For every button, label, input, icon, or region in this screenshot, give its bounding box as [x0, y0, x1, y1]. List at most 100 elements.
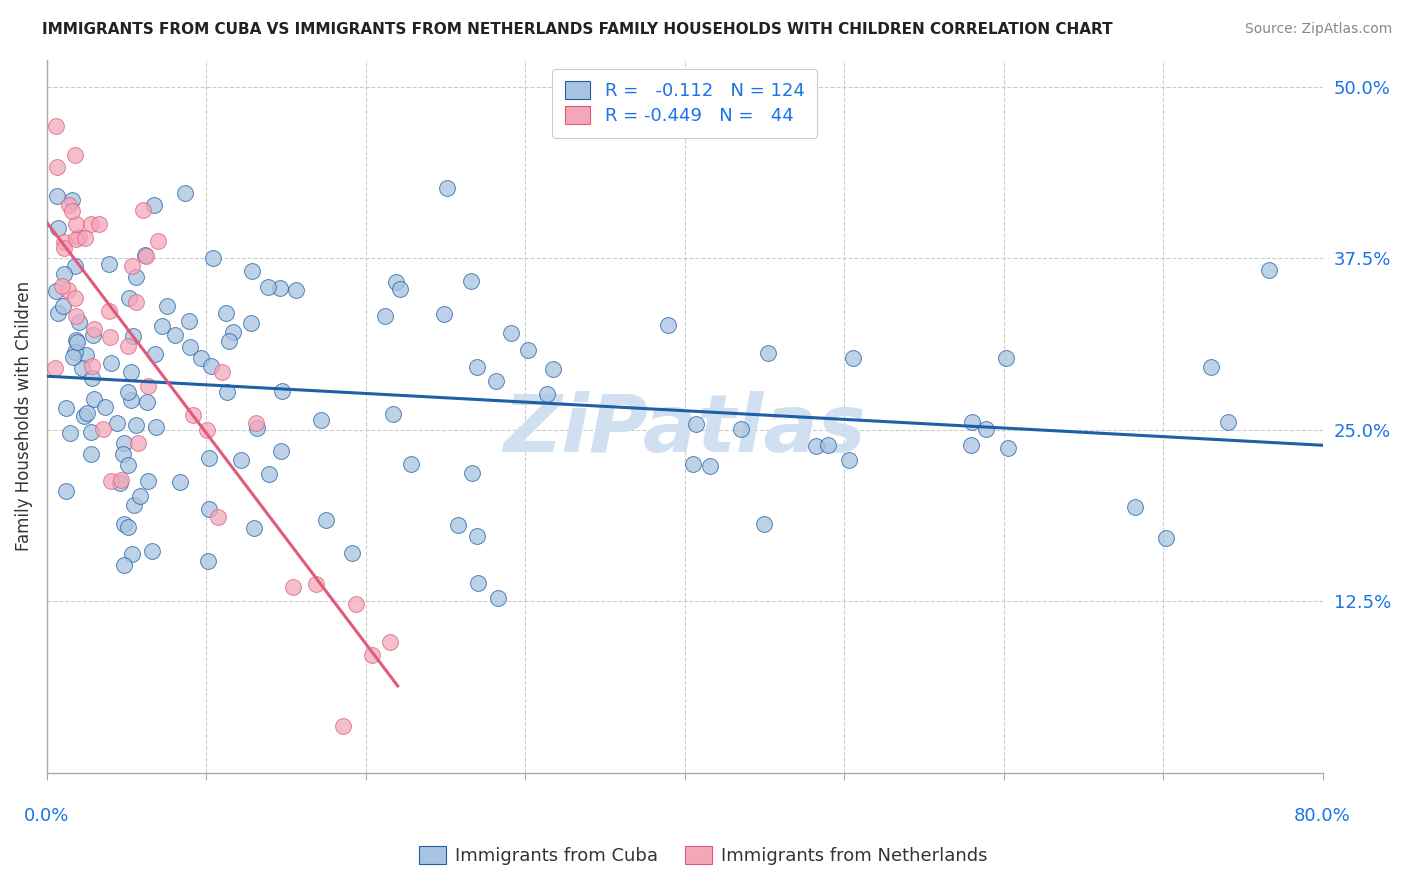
- Point: [122, 498, 145, 512]
- Point: [197, 554, 219, 568]
- Point: [145, 420, 167, 434]
- Point: [682, 457, 704, 471]
- Point: [63, 344, 86, 359]
- Point: [179, 340, 201, 354]
- Point: [361, 648, 384, 662]
- Point: [169, 475, 191, 489]
- Point: [117, 385, 139, 400]
- Point: [136, 395, 159, 409]
- Point: [1123, 500, 1146, 514]
- Point: [242, 521, 264, 535]
- Point: [76, 406, 98, 420]
- Point: [374, 310, 396, 324]
- Point: [754, 516, 776, 531]
- Text: 80.0%: 80.0%: [1294, 806, 1351, 825]
- Point: [75, 231, 97, 245]
- Point: [163, 328, 186, 343]
- Point: [105, 416, 128, 430]
- Point: [240, 263, 263, 277]
- Point: [284, 284, 307, 298]
- Point: [125, 417, 148, 432]
- Point: [65, 309, 87, 323]
- Point: [332, 719, 354, 733]
- Point: [110, 473, 132, 487]
- Point: [91, 422, 114, 436]
- Point: [962, 415, 984, 429]
- Point: [271, 384, 294, 399]
- Point: [960, 438, 983, 452]
- Point: [215, 306, 238, 320]
- Point: [117, 339, 139, 353]
- Point: [121, 259, 143, 273]
- Point: [121, 329, 143, 343]
- Point: [995, 351, 1018, 366]
- Point: [44, 360, 66, 375]
- Point: [467, 575, 489, 590]
- Point: [65, 333, 87, 347]
- Point: [499, 326, 522, 341]
- Point: [80, 217, 103, 231]
- Point: [98, 304, 121, 318]
- Point: [132, 202, 155, 217]
- Point: [305, 577, 328, 591]
- Point: [45, 285, 67, 299]
- Point: [73, 409, 96, 423]
- Point: [65, 217, 87, 231]
- Point: [181, 408, 204, 422]
- Point: [388, 282, 411, 296]
- Point: [257, 279, 280, 293]
- Point: [997, 442, 1019, 456]
- Point: [461, 467, 484, 481]
- Point: [239, 316, 262, 330]
- Point: [269, 281, 291, 295]
- Point: [120, 393, 142, 408]
- Point: [804, 439, 827, 453]
- Point: [756, 346, 779, 360]
- Point: [198, 501, 221, 516]
- Point: [62, 350, 84, 364]
- Point: [100, 474, 122, 488]
- Point: [112, 436, 135, 450]
- Point: [201, 251, 224, 265]
- Point: [460, 274, 482, 288]
- Point: [541, 362, 564, 376]
- Point: [83, 322, 105, 336]
- Point: [385, 275, 408, 289]
- Point: [207, 510, 229, 524]
- Point: [150, 318, 173, 333]
- Point: [517, 343, 540, 357]
- Point: [446, 518, 468, 533]
- Point: [315, 513, 337, 527]
- Point: [112, 517, 135, 532]
- Point: [281, 580, 304, 594]
- Point: [699, 459, 721, 474]
- Point: [229, 453, 252, 467]
- Legend: Immigrants from Cuba, Immigrants from Netherlands: Immigrants from Cuba, Immigrants from Ne…: [409, 838, 997, 874]
- Point: [63, 259, 86, 273]
- Point: [46, 306, 69, 320]
- Point: [80, 425, 103, 439]
- Point: [156, 300, 179, 314]
- Point: [143, 347, 166, 361]
- Point: [53, 235, 76, 249]
- Point: [94, 401, 117, 415]
- Point: [465, 359, 488, 374]
- Point: [657, 318, 679, 333]
- Point: [817, 438, 839, 452]
- Point: [177, 314, 200, 328]
- Point: [58, 198, 80, 212]
- Point: [136, 474, 159, 488]
- Point: [60, 203, 83, 218]
- Point: [63, 148, 86, 162]
- Y-axis label: Family Households with Children: Family Households with Children: [15, 281, 32, 551]
- Point: [82, 328, 104, 343]
- Point: [52, 299, 75, 313]
- Point: [67, 229, 90, 244]
- Point: [730, 422, 752, 436]
- Point: [51, 279, 73, 293]
- Point: [98, 330, 121, 344]
- Point: [75, 348, 97, 362]
- Point: [87, 218, 110, 232]
- Point: [134, 248, 156, 262]
- Point: [195, 423, 218, 437]
